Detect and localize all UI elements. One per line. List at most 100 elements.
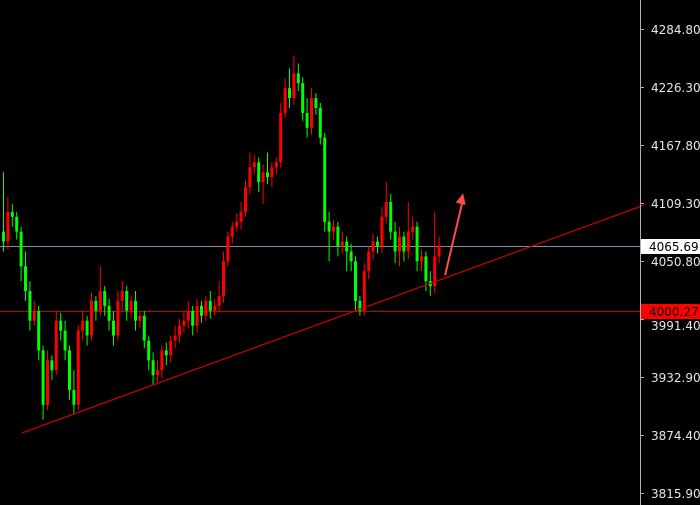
candle <box>120 281 124 311</box>
candle-body <box>72 389 76 405</box>
candle <box>204 295 208 321</box>
candle-body <box>257 162 261 183</box>
candle-body <box>433 256 437 287</box>
candle <box>138 310 142 329</box>
candle-body <box>266 172 269 178</box>
candle <box>358 295 362 316</box>
candle-body <box>270 167 274 178</box>
candle <box>160 345 164 379</box>
candle <box>261 164 265 204</box>
candle <box>46 350 49 410</box>
candle-body <box>94 300 98 311</box>
candle <box>406 201 410 260</box>
candle <box>310 88 313 135</box>
candle-body <box>178 325 181 336</box>
candle <box>393 221 397 264</box>
candle <box>54 310 58 376</box>
candle <box>244 180 247 217</box>
candle-body <box>261 172 265 183</box>
candle-body <box>142 315 146 341</box>
candle-body <box>81 320 85 331</box>
candle-body <box>318 107 322 138</box>
candle-body <box>24 266 27 292</box>
candle <box>191 305 195 336</box>
candle <box>68 345 71 400</box>
candle-body <box>371 241 375 252</box>
candle <box>169 335 173 363</box>
candle <box>301 77 305 121</box>
candle-body <box>138 315 142 321</box>
candle <box>173 325 177 349</box>
candle-body <box>222 261 225 296</box>
candle <box>63 320 67 361</box>
candle <box>235 213 239 232</box>
candle <box>6 197 10 250</box>
candle <box>156 360 159 383</box>
candle-body <box>54 320 58 371</box>
candle-body <box>415 226 419 262</box>
candle-body <box>46 360 49 405</box>
candle-body <box>10 211 14 217</box>
candle <box>195 298 199 333</box>
price-line-label-bg <box>641 239 700 254</box>
candle <box>340 231 344 254</box>
candle <box>288 68 291 108</box>
price-line-label: 4000.27 <box>649 305 699 319</box>
candle <box>116 291 120 341</box>
candle <box>248 152 252 195</box>
candle-body <box>15 216 19 232</box>
candle <box>32 300 36 326</box>
candle <box>239 201 243 230</box>
candle-body <box>332 226 335 232</box>
candle <box>389 194 393 240</box>
drawings <box>21 193 645 434</box>
axis-tick-label: 3815.90 <box>651 487 700 501</box>
candle <box>37 305 41 361</box>
candle-body <box>389 201 393 232</box>
candle-body <box>230 226 234 237</box>
candle-body <box>437 245 441 257</box>
candle <box>41 345 45 420</box>
candle <box>129 295 133 319</box>
candle <box>213 298 217 316</box>
candle <box>314 93 318 115</box>
candle-body <box>195 305 199 326</box>
candle <box>274 157 278 175</box>
candle <box>380 206 384 254</box>
candle <box>367 246 371 280</box>
candle-body <box>125 291 129 311</box>
candle <box>2 172 5 252</box>
candle-body <box>107 305 111 321</box>
candle-body <box>226 236 230 262</box>
candle <box>230 221 234 244</box>
candle <box>94 295 98 321</box>
candle-body <box>252 162 256 168</box>
candle-body <box>345 241 349 252</box>
axis-tick-label: 4284.80 <box>651 23 700 37</box>
candle-body <box>362 271 366 311</box>
candle <box>85 315 89 346</box>
candle-body <box>6 211 10 242</box>
candle <box>186 300 190 329</box>
arrow-head-icon <box>455 193 466 205</box>
candle-body <box>244 187 247 212</box>
candle <box>125 286 129 321</box>
candle-body <box>235 221 239 227</box>
candle-body <box>28 291 32 321</box>
candle-body <box>76 330 80 405</box>
price-axis[interactable]: 4284.80 4226.30 4167.80 4109.30 4050.80 3991.… <box>641 23 700 501</box>
candle <box>437 236 441 264</box>
candle <box>81 310 85 341</box>
candle-body <box>367 251 371 272</box>
candle <box>292 55 296 105</box>
candle <box>411 216 415 240</box>
candle-body <box>411 226 415 232</box>
candle-body <box>19 231 23 267</box>
candle <box>354 256 357 311</box>
candle-body <box>340 241 344 247</box>
price-line-labels: 4065.69 4000.27 <box>641 239 700 319</box>
candle-body <box>134 300 137 321</box>
candle <box>323 132 327 232</box>
candle <box>222 251 225 303</box>
